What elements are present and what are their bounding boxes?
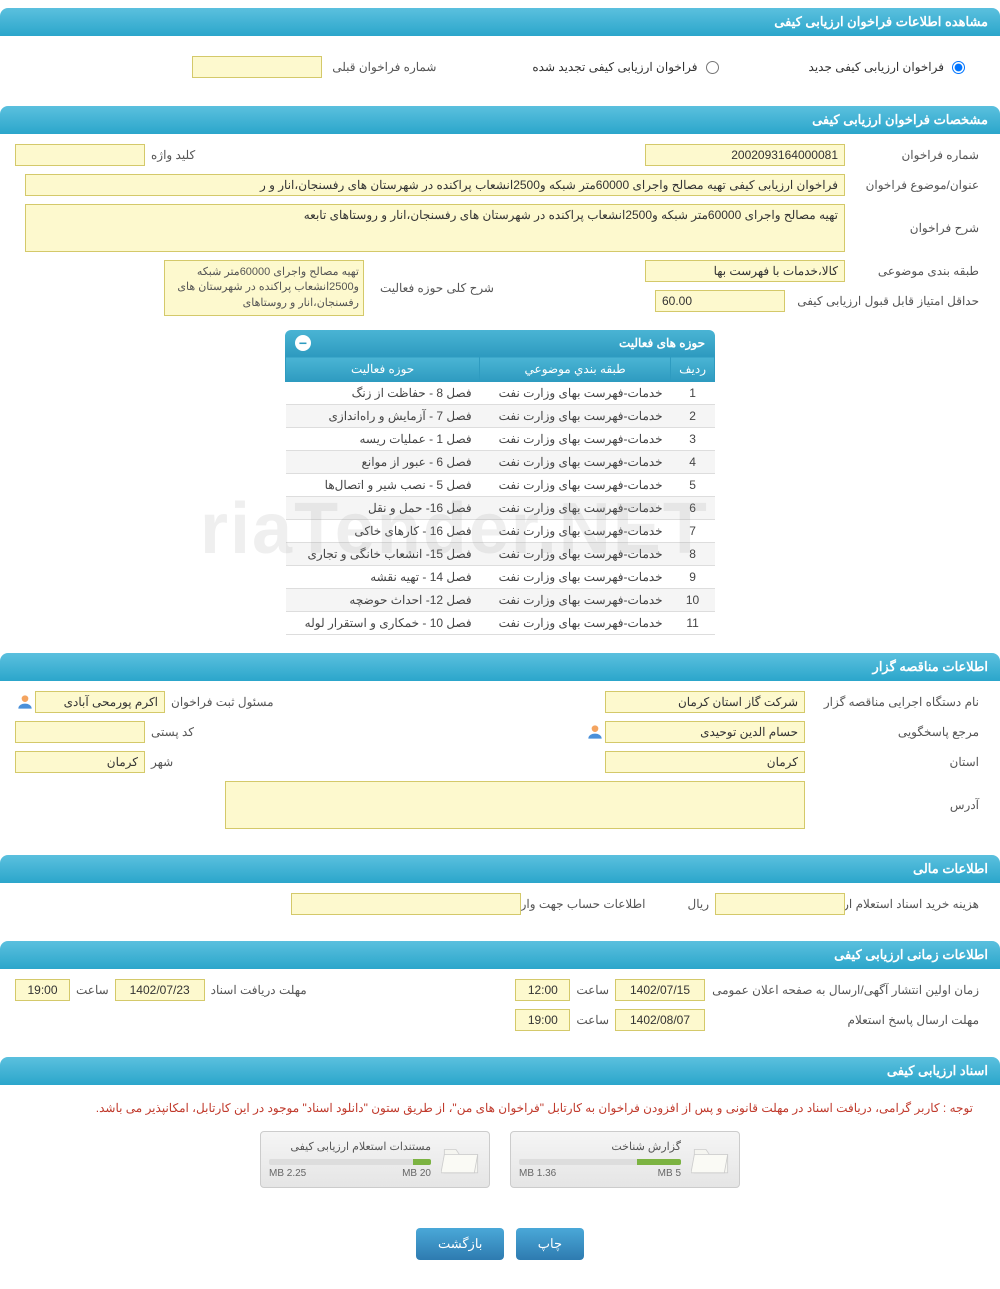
province-label: استان [805, 755, 985, 769]
postal-label: کد پستی [145, 725, 200, 739]
radio-new-input[interactable] [952, 61, 965, 74]
radio-renewed[interactable]: فراخوان ارزیابی کیفی تجدید شده [532, 60, 718, 74]
print-button[interactable]: چاپ [516, 1228, 584, 1260]
back-button[interactable]: بازگشت [416, 1228, 504, 1260]
receive-time: 19:00 [15, 979, 70, 1001]
table-row: 6خدمات-فهرست بهای وزارت نفتفصل 16- حمل و… [286, 497, 715, 520]
table-row: 10خدمات-فهرست بهای وزارت نفتفصل 12- احدا… [286, 589, 715, 612]
address-label: آدرس [805, 798, 985, 812]
prev-number-field [192, 56, 322, 78]
table-row: 7خدمات-فهرست بهای وزارت نفتفصل 16 - کاره… [286, 520, 715, 543]
radio-renewed-label: فراخوان ارزیابی کیفی تجدید شده [532, 60, 697, 74]
keyword-field [15, 144, 145, 166]
cost-field [715, 893, 845, 915]
header-main: مشاهده اطلاعات فراخوان ارزیابی کیفی [0, 8, 1000, 36]
pub-label: زمان اولین انتشار آگهی/ارسال به صفحه اعل… [705, 983, 985, 997]
radio-new[interactable]: فراخوان ارزیابی کیفی جدید [809, 60, 965, 74]
file-used: 2.25 MB [269, 1168, 306, 1179]
col-cat: طبقه بندي موضوعي [480, 357, 671, 382]
user-icon [15, 692, 35, 712]
title-field: فراخوان ارزیابی کیفی تهیه مصالح واجرای 6… [25, 174, 845, 196]
desc-field: تهیه مصالح واجرای 60000متر شبکه و2500انش… [25, 204, 845, 252]
activity-summary-label: شرح کلی حوزه فعالیت [374, 281, 500, 295]
title-label: عنوان/موضوع فراخوان [845, 178, 985, 192]
org-field: شرکت گاز استان کرمان [605, 691, 805, 713]
number-field: 2002093164000081 [645, 144, 845, 166]
respond-date: 1402/08/07 [615, 1009, 705, 1031]
category-label: طبقه بندی موضوعی [845, 264, 985, 278]
city-field: کرمان [15, 751, 145, 773]
table-row: 9خدمات-فهرست بهای وزارت نفتفصل 14 - تهیه… [286, 566, 715, 589]
col-area: حوزه فعالیت [286, 357, 480, 382]
file-total: 5 MB [658, 1168, 681, 1179]
radio-new-label: فراخوان ارزیابی کیفی جدید [809, 60, 944, 74]
collapse-icon[interactable]: − [295, 335, 311, 351]
table-row: 5خدمات-فهرست بهای وزارت نفتفصل 5 - نصب ش… [286, 474, 715, 497]
desc-label: شرح فراخوان [845, 221, 985, 235]
activity-summary-field: تهیه مصالح واجرای 60000متر شبکه و2500انش… [164, 260, 364, 316]
city-label: شهر [145, 755, 179, 769]
file-box[interactable]: گزارش شناخت 5 MB 1.36 MB [510, 1131, 740, 1188]
account-label: اطلاعات حساب جهت واریز هزینه خرید اسناد [521, 897, 651, 911]
cost-label: هزینه خرید اسناد استعلام ارزیابی کیفی [845, 897, 985, 911]
table-row: 11خدمات-فهرست بهای وزارت نفتفصل 10 - خمک… [286, 612, 715, 635]
category-field: کالا،خدمات با فهرست بها [645, 260, 845, 282]
time-word-1: ساعت [570, 983, 615, 997]
registrar-label: مسئول ثبت فراخوان [165, 695, 280, 709]
file-title: مستندات استعلام ارزیابی کیفی [269, 1140, 431, 1153]
activity-table: حوزه های فعالیت − ردیف طبقه بندي موضوعي … [285, 330, 715, 635]
radio-renewed-input[interactable] [706, 61, 719, 74]
pub-time: 12:00 [515, 979, 570, 1001]
radio-row: فراخوان ارزیابی کیفی جدید فراخوان ارزیاب… [15, 46, 985, 88]
file-box[interactable]: مستندات استعلام ارزیابی کیفی 20 MB 2.25 M… [260, 1131, 490, 1188]
time-word-3: ساعت [570, 1013, 615, 1027]
registrar-field: اکرم پورمحی آبادی [35, 691, 165, 713]
prev-number-label: شماره فراخوان قبلی [326, 60, 442, 74]
receive-label: مهلت دریافت اسناد [205, 983, 313, 997]
file-used: 1.36 MB [519, 1168, 556, 1179]
header-timing: اطلاعات زمانی ارزیابی کیفی [0, 941, 1000, 969]
header-docs: اسناد ارزیابی کیفی [0, 1057, 1000, 1085]
table-row: 1خدمات-فهرست بهای وزارت نفتفصل 8 - حفاظت… [286, 382, 715, 405]
table-row: 2خدمات-فهرست بهای وزارت نفتفصل 7 - آزمای… [286, 405, 715, 428]
table-row: 4خدمات-فهرست بهای وزارت نفتفصل 6 - عبور … [286, 451, 715, 474]
respond-label: مهلت ارسال پاسخ استعلام [705, 1013, 985, 1027]
table-row: 3خدمات-فهرست بهای وزارت نفتفصل 1 - عملیا… [286, 428, 715, 451]
time-word-2: ساعت [70, 983, 115, 997]
activity-table-title: حوزه های فعالیت [619, 336, 705, 350]
receive-date: 1402/07/23 [115, 979, 205, 1001]
account-field [291, 893, 521, 915]
header-spec: مشخصات فراخوان ارزیابی کیفی [0, 106, 1000, 134]
keyword-label: کلید واژه [145, 148, 201, 162]
minscore-label: حداقل امتیاز قابل قبول ارزیابی کیفی [785, 294, 985, 308]
folder-icon [691, 1142, 731, 1177]
user-icon [585, 722, 605, 742]
pub-date: 1402/07/15 [615, 979, 705, 1001]
province-field: کرمان [605, 751, 805, 773]
org-label: نام دستگاه اجرایی مناقصه گزار [805, 695, 985, 709]
header-tender: اطلاعات مناقصه گزار [0, 653, 1000, 681]
file-total: 20 MB [402, 1168, 431, 1179]
folder-icon [441, 1142, 481, 1177]
header-financial: اطلاعات مالی [0, 855, 1000, 883]
minscore-field: 60.00 [655, 290, 785, 312]
currency-label: ریال [681, 897, 715, 911]
respond-time: 19:00 [515, 1009, 570, 1031]
docs-note: توجه : کاربر گرامی، دریافت اسناد در مهلت… [15, 1095, 985, 1121]
col-row: ردیف [671, 357, 715, 382]
number-label: شماره فراخوان [845, 148, 985, 162]
postal-field [15, 721, 145, 743]
responder-label: مرجع پاسخگویی [805, 725, 985, 739]
file-title: گزارش شناخت [519, 1140, 681, 1153]
address-field [225, 781, 805, 829]
table-row: 8خدمات-فهرست بهای وزارت نفتفصل 15- انشعا… [286, 543, 715, 566]
responder-field: حسام الدین توحیدی [605, 721, 805, 743]
